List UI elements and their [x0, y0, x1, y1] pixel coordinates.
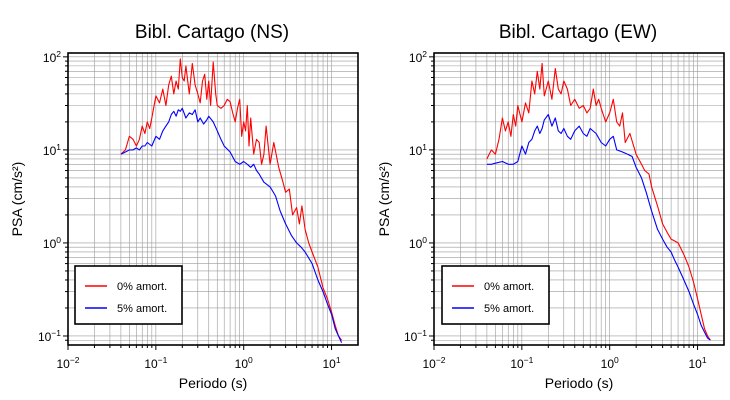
chart-title: Bibl. Cartago (NS)	[135, 22, 289, 43]
chart-panel-ew: 10−2 10−1 100 101 10−1 100 101 102 Bibl. Cartago…	[376, 22, 725, 391]
legend-entry: 5% amort.	[117, 303, 167, 315]
series-group	[486, 62, 711, 341]
grid-lines	[434, 53, 724, 345]
x-tick-label: 10−1	[510, 355, 533, 371]
legend-entry: 0% amort.	[484, 281, 534, 293]
x-tick-label: 10−2	[56, 355, 79, 371]
legend-box	[441, 265, 550, 325]
y-tick-label: 10−1	[404, 328, 427, 344]
legend-entry: 0% amort.	[117, 281, 167, 293]
y-axis-label: PSA (cm/s²)	[9, 162, 25, 237]
y-tick-label: 100	[43, 235, 61, 251]
legend: 0% amort. 5% amort.	[441, 265, 550, 325]
legend-box	[74, 265, 183, 325]
grid-lines	[68, 53, 358, 345]
series-line-damped	[120, 107, 343, 343]
x-tick-label: 100	[601, 355, 619, 371]
series-line-undamped	[120, 58, 343, 341]
legend: 0% amort. 5% amort.	[74, 265, 183, 325]
y-tick-label: 100	[409, 235, 427, 251]
y-tick-label: 101	[43, 142, 61, 158]
chart-panel-ns: 10−2 10−1 100 101 10−1 100 101 102 Bibl. Cartago…	[9, 22, 359, 391]
x-tick-label: 101	[689, 355, 707, 371]
series-line-damped	[486, 113, 711, 341]
y-tick-label: 101	[409, 142, 427, 158]
x-tick-label: 10−2	[422, 355, 445, 371]
legend-entry: 5% amort.	[484, 303, 534, 315]
x-axis-label: Periodo (s)	[545, 375, 613, 391]
y-axis-label: PSA (cm/s²)	[376, 162, 392, 237]
x-tick-label: 101	[323, 355, 341, 371]
series-line-undamped	[486, 62, 711, 341]
chart-title: Bibl. Cartago (EW)	[499, 22, 657, 43]
y-tick-label: 102	[43, 49, 61, 65]
x-axis-label: Periodo (s)	[179, 375, 247, 391]
x-tick-label: 100	[235, 355, 253, 371]
y-tick-label: 102	[409, 49, 427, 65]
y-tick-label: 10−1	[38, 328, 61, 344]
series-group	[120, 58, 343, 343]
x-tick-label: 10−1	[144, 355, 167, 371]
